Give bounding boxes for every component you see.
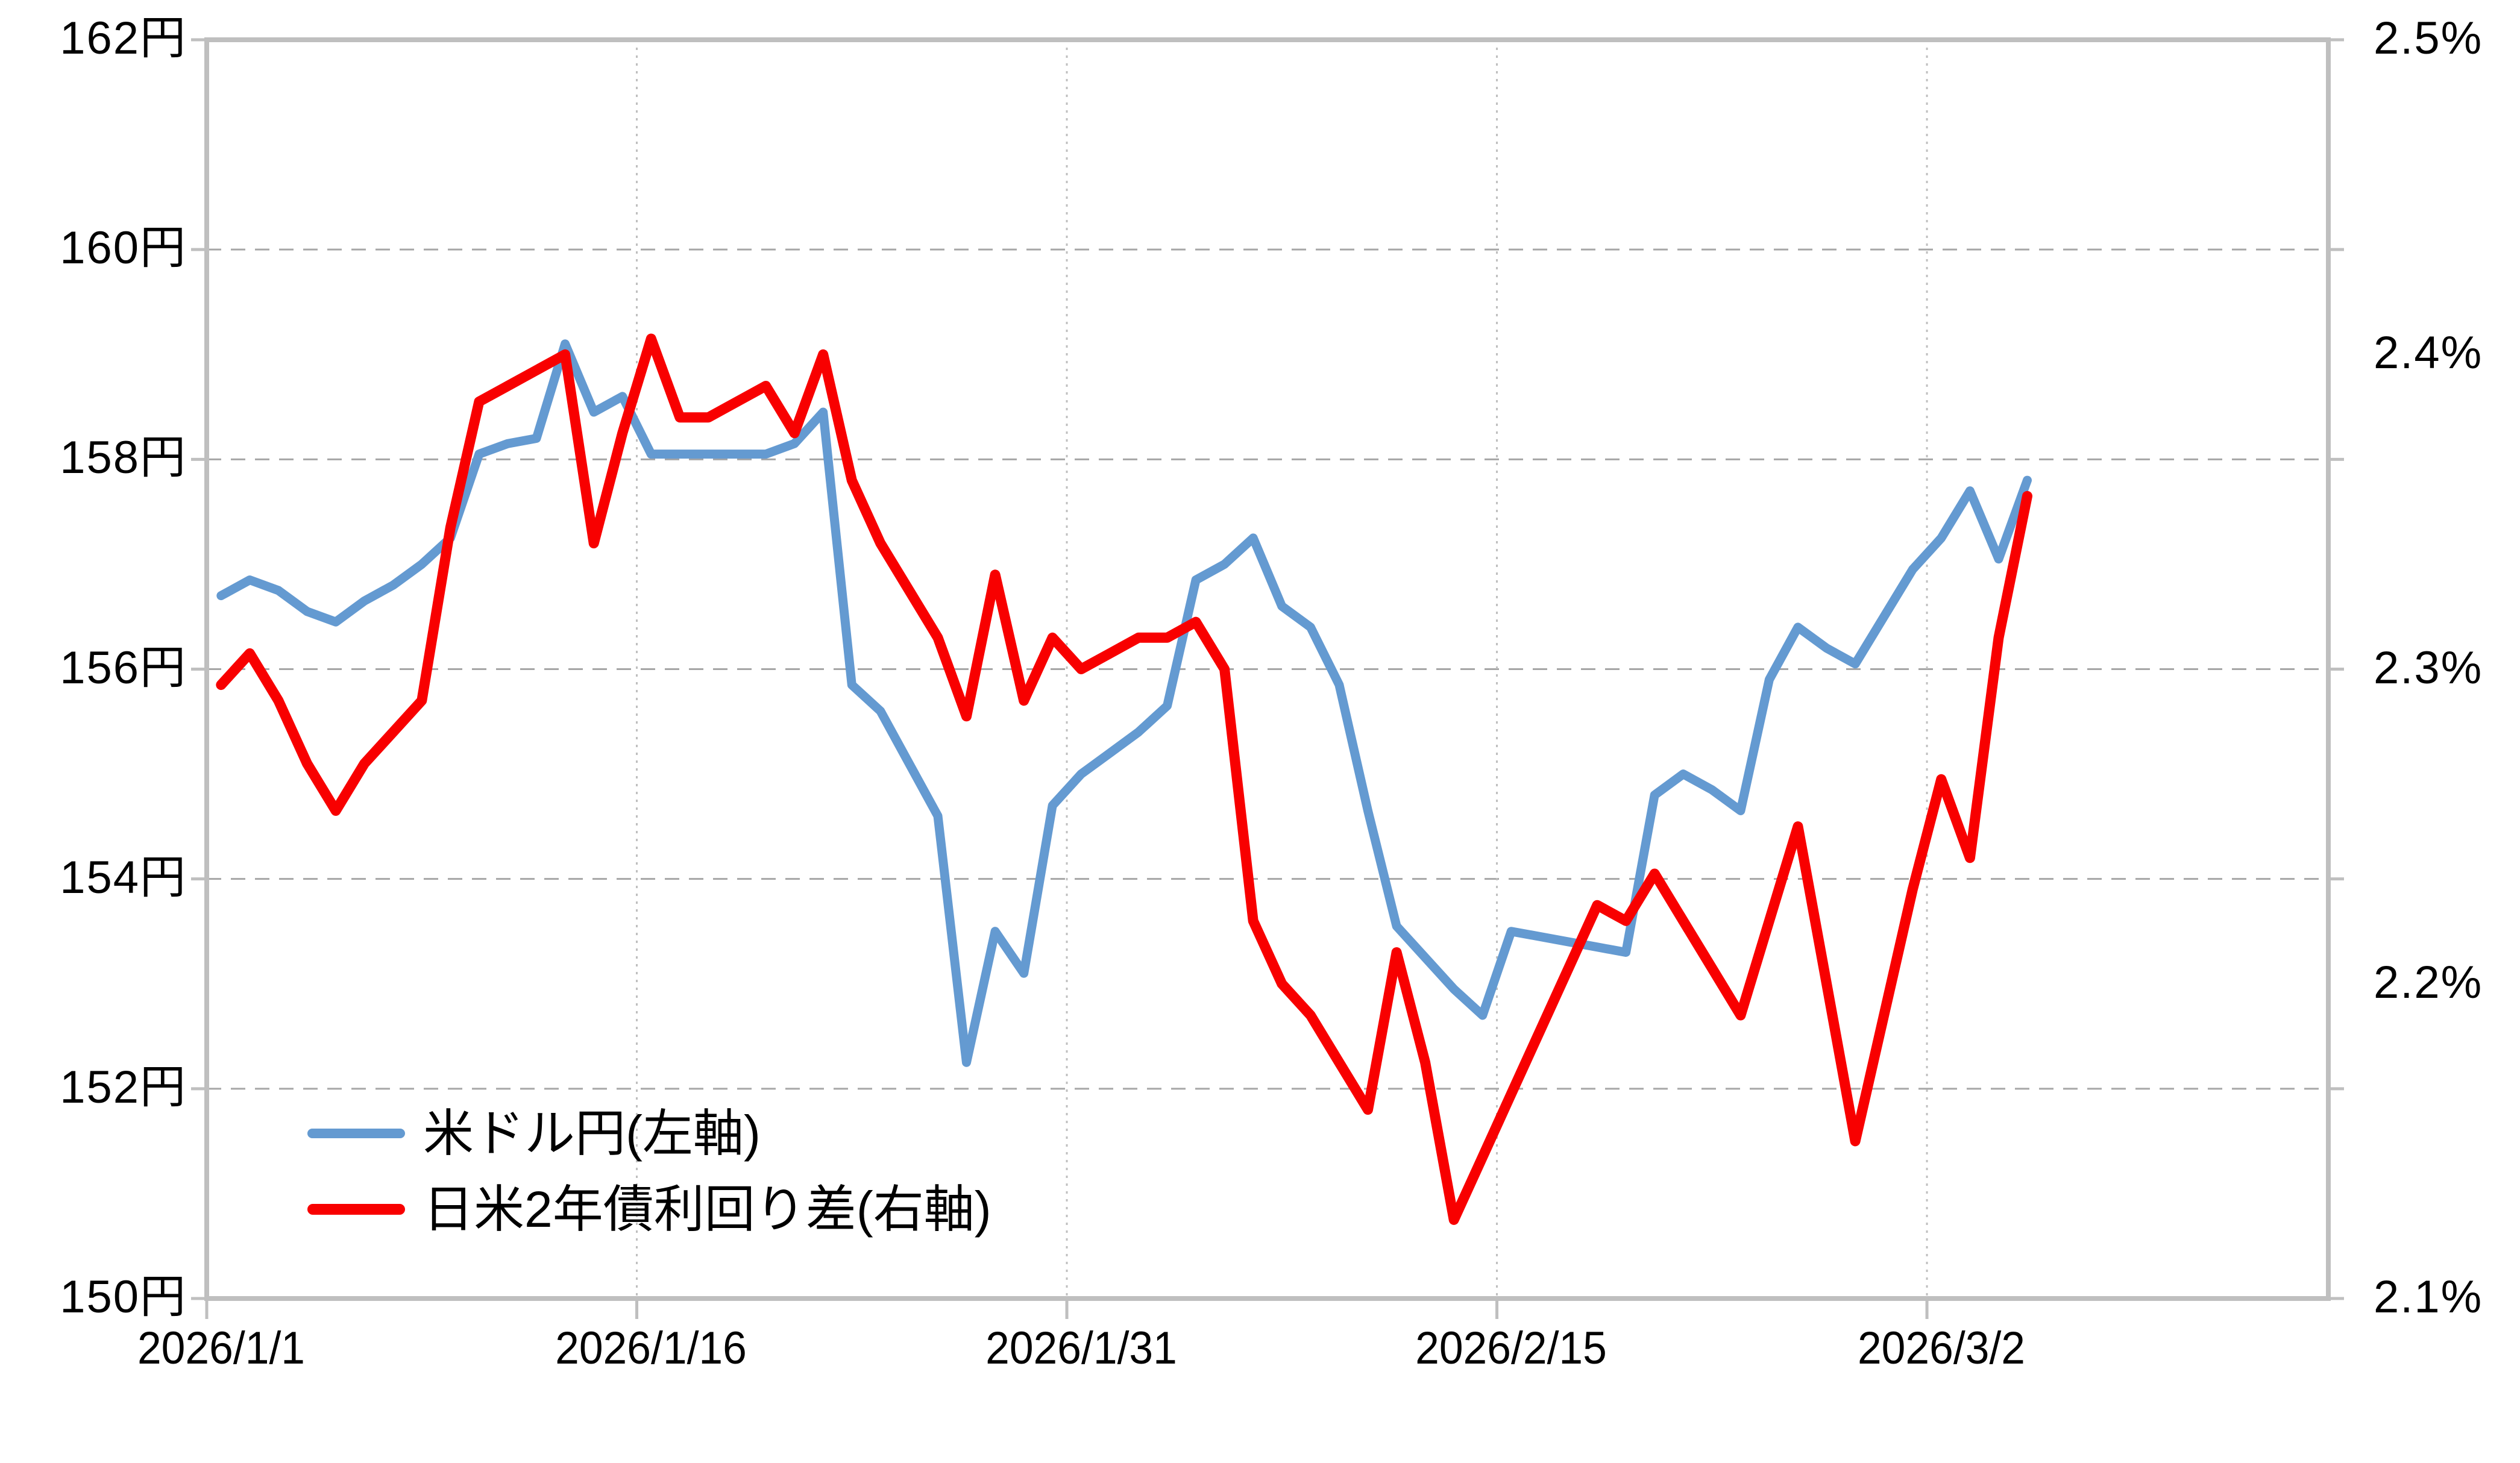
usdjpy-line-swatch	[307, 1129, 405, 1138]
x-axis-label: 2026/1/31	[985, 1323, 1177, 1374]
right-axis-label: 2.1%	[2374, 1271, 2483, 1323]
x-axis-label: 2026/2/15	[1415, 1323, 1607, 1374]
left-axis-label: 160円	[60, 222, 187, 274]
yielddiff-line-swatch	[307, 1204, 405, 1215]
x-axis-label: 2026/1/1	[137, 1323, 305, 1374]
legend-label-yielddiff: 日米2年債利回り差(右軸)	[423, 1181, 991, 1238]
left-axis-label: 158円	[60, 432, 187, 484]
left-axis-label: 150円	[60, 1271, 187, 1323]
legend-item-yielddiff: 日米2年債利回り差(右軸)	[307, 1182, 991, 1236]
right-axis-label: 2.4%	[2374, 327, 2483, 379]
left-axis-label: 152円	[60, 1061, 187, 1113]
right-axis-label: 2.5%	[2374, 13, 2483, 64]
x-axis-label: 2026/3/2	[1857, 1323, 2025, 1374]
left-axis-label: 154円	[60, 851, 187, 903]
legend-label-usdjpy: 米ドル円(左軸)	[423, 1105, 761, 1162]
right-axis-label: 2.3%	[2374, 642, 2483, 694]
x-axis-label: 2026/1/16	[555, 1323, 747, 1374]
right-axis-label: 2.2%	[2374, 956, 2483, 1008]
legend-item-usdjpy: 米ドル円(左軸)	[307, 1106, 761, 1161]
left-axis-label: 162円	[60, 13, 187, 64]
left-axis-label: 156円	[60, 642, 187, 694]
